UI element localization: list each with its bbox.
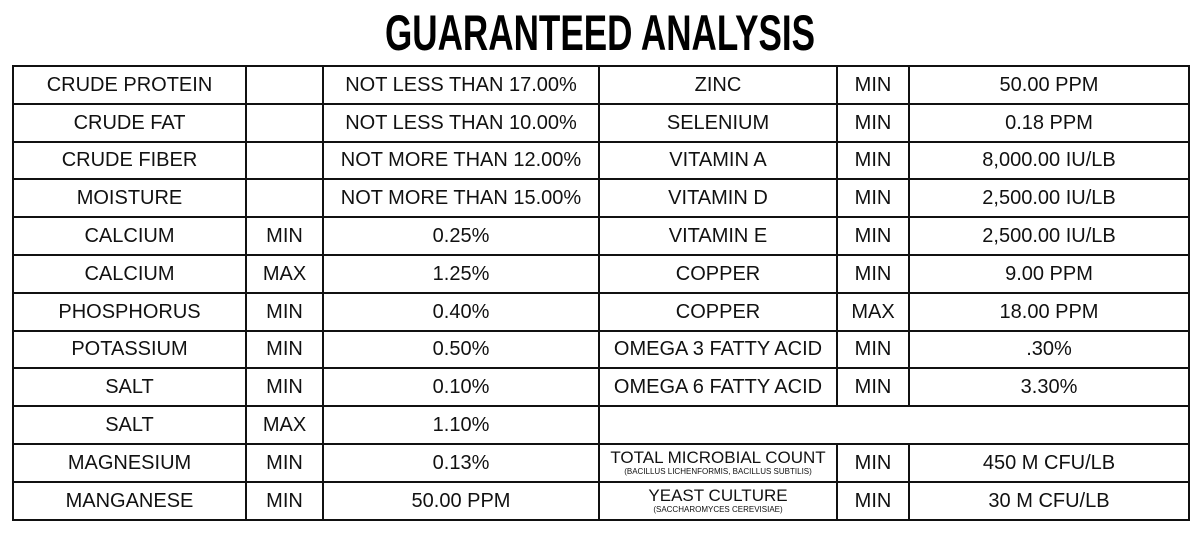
amount: 0.18 PPM — [908, 102, 1190, 143]
qualifier: MIN — [836, 367, 910, 408]
amount: NOT MORE THAN 12.00% — [322, 140, 600, 181]
table-row: CALCIUM MAX 1.25% COPPER MIN 9.00 PPM — [12, 253, 1190, 294]
qualifier: MIN — [836, 178, 910, 219]
table-row: SALT MIN 0.10% OMEGA 6 FATTY ACID MIN 3.30% — [12, 367, 1190, 408]
nutrient-name: SELENIUM — [598, 102, 838, 143]
nutrient-name: MANGANESE — [12, 480, 247, 521]
nutrient-name: MAGNESIUM — [12, 442, 247, 483]
nutrient-note: (BACILLUS LICHENFORMIS, BACILLUS SUBTILI… — [624, 467, 812, 477]
qualifier: MIN — [836, 442, 910, 483]
nutrient-name: VITAMIN D — [598, 178, 838, 219]
qualifier: MIN — [245, 367, 324, 408]
amount: 2,500.00 IU/LB — [908, 178, 1190, 219]
empty-cell — [598, 405, 1190, 445]
nutrient-name-text: YEAST CULTURE — [648, 486, 788, 506]
qualifier: MIN — [245, 329, 324, 370]
qualifier: MIN — [245, 216, 324, 256]
amount: 1.10% — [322, 405, 600, 445]
qualifier — [245, 65, 324, 105]
qualifier: MIN — [245, 480, 324, 521]
amount: 18.00 PPM — [908, 291, 1190, 332]
nutrient-name: CRUDE FAT — [12, 102, 247, 143]
amount: 30 M CFU/LB — [908, 480, 1190, 521]
amount: 0.40% — [322, 291, 600, 332]
nutrient-name: COPPER — [598, 253, 838, 294]
table-row: CRUDE FAT NOT LESS THAN 10.00% SELENIUM MIN… — [12, 102, 1190, 143]
qualifier: MIN — [836, 216, 910, 256]
nutrient-name: PHOSPHORUS — [12, 291, 247, 332]
amount: 50.00 PPM — [908, 65, 1190, 105]
qualifier: MIN — [836, 65, 910, 105]
nutrient-name: CALCIUM — [12, 216, 247, 256]
nutrient-name: TOTAL MICROBIAL COUNT (BACILLUS LICHENFOR… — [598, 442, 838, 483]
nutrient-name: CRUDE FIBER — [12, 140, 247, 181]
table-body: CRUDE PROTEIN NOT LESS THAN 17.00% ZINC MIN… — [12, 65, 1190, 521]
amount: 1.25% — [322, 253, 600, 294]
table-row: MANGANESE MIN 50.00 PPM YEAST CULTURE (SACCH… — [12, 480, 1190, 521]
table-row: CRUDE PROTEIN NOT LESS THAN 17.00% ZINC MIN… — [12, 65, 1190, 105]
amount: 2,500.00 IU/LB — [908, 216, 1190, 256]
qualifier: MAX — [245, 405, 324, 445]
table-row: POTASSIUM MIN 0.50% OMEGA 3 FATTY ACID MIN .3… — [12, 329, 1190, 370]
qualifier: MIN — [836, 329, 910, 370]
qualifier: MIN — [245, 291, 324, 332]
nutrient-name: YEAST CULTURE (SACCHAROMYCES CEREVISIAE) — [598, 480, 838, 521]
amount: .30% — [908, 329, 1190, 370]
amount: NOT LESS THAN 17.00% — [322, 65, 600, 105]
qualifier: MAX — [836, 291, 910, 332]
nutrient-name: CRUDE PROTEIN — [12, 65, 247, 105]
qualifier: MIN — [836, 140, 910, 181]
qualifier: MIN — [836, 253, 910, 294]
qualifier — [245, 178, 324, 219]
nutrient-name: CALCIUM — [12, 253, 247, 294]
qualifier: MIN — [836, 480, 910, 521]
nutrient-name: VITAMIN E — [598, 216, 838, 256]
nutrient-note: (SACCHAROMYCES CEREVISIAE) — [653, 505, 783, 515]
qualifier — [245, 140, 324, 181]
qualifier: MAX — [245, 253, 324, 294]
qualifier: MIN — [245, 442, 324, 483]
nutrient-name: MOISTURE — [12, 178, 247, 219]
nutrient-name: SALT — [12, 405, 247, 445]
table-row: CALCIUM MIN 0.25% VITAMIN E MIN 2,500.00 IU/L… — [12, 216, 1190, 256]
nutrient-name: COPPER — [598, 291, 838, 332]
table-row: PHOSPHORUS MIN 0.40% COPPER MAX 18.00 PPM — [12, 291, 1190, 332]
table-row: SALT MAX 1.10% — [12, 405, 1190, 445]
amount: 0.10% — [322, 367, 600, 408]
nutrient-name: ZINC — [598, 65, 838, 105]
nutrient-name: OMEGA 6 FATTY ACID — [598, 367, 838, 408]
title-area: GUARANTEED ANALYSIS — [385, 5, 815, 61]
amount: 0.25% — [322, 216, 600, 256]
nutrient-name: POTASSIUM — [12, 329, 247, 370]
amount: 0.50% — [322, 329, 600, 370]
amount: 450 M CFU/LB — [908, 442, 1190, 483]
title: GUARANTEED ANALYSIS — [385, 5, 815, 61]
amount: NOT MORE THAN 15.00% — [322, 178, 600, 219]
nutrient-name: OMEGA 3 FATTY ACID — [598, 329, 838, 370]
amount: NOT LESS THAN 10.00% — [322, 102, 600, 143]
amount: 3.30% — [908, 367, 1190, 408]
qualifier: MIN — [836, 102, 910, 143]
analysis-table: CRUDE PROTEIN NOT LESS THAN 17.00% ZINC MIN… — [12, 65, 1190, 521]
amount: 0.13% — [322, 442, 600, 483]
qualifier — [245, 102, 324, 143]
amount: 50.00 PPM — [322, 480, 600, 521]
table-row: MAGNESIUM MIN 0.13% TOTAL MICROBIAL COUNT (B… — [12, 442, 1190, 483]
table-row: CRUDE FIBER NOT MORE THAN 12.00% VITAMIN A… — [12, 140, 1190, 181]
amount: 9.00 PPM — [908, 253, 1190, 294]
table-row: MOISTURE NOT MORE THAN 15.00% VITAMIN D MIN… — [12, 178, 1190, 219]
nutrient-name: SALT — [12, 367, 247, 408]
nutrient-name: VITAMIN A — [598, 140, 838, 181]
amount: 8,000.00 IU/LB — [908, 140, 1190, 181]
nutrient-name-text: TOTAL MICROBIAL COUNT — [610, 448, 826, 468]
